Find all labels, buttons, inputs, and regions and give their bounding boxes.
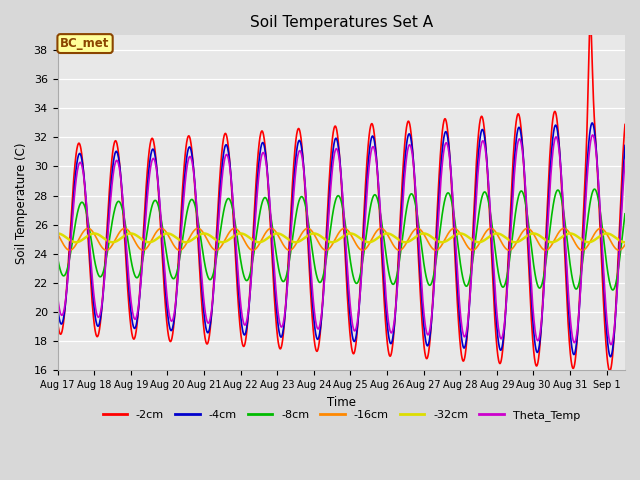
-2cm [621, 121, 629, 127]
Line: Theta_Temp: Theta_Temp [58, 135, 625, 345]
-16cm [54, 231, 61, 237]
-32cm [602, 231, 609, 237]
-4cm [426, 332, 434, 337]
X-axis label: Time: Time [327, 396, 356, 408]
Theta_Temp [589, 132, 596, 138]
Theta_Temp [54, 293, 61, 299]
-4cm [602, 312, 609, 317]
-16cm [409, 229, 417, 235]
Text: BC_met: BC_met [60, 37, 109, 50]
-16cm [615, 247, 623, 253]
Line: -4cm: -4cm [58, 123, 625, 357]
Theta_Temp [345, 281, 353, 287]
Theta_Temp [602, 297, 609, 303]
-2cm [587, 19, 595, 24]
Theta_Temp [426, 325, 434, 331]
Theta_Temp [607, 342, 615, 348]
-16cm [534, 239, 541, 244]
-8cm [591, 186, 598, 192]
-8cm [54, 254, 61, 260]
-8cm [621, 211, 629, 216]
Line: -2cm: -2cm [58, 22, 625, 371]
-32cm [534, 232, 541, 238]
-16cm [426, 242, 434, 248]
-8cm [409, 192, 417, 198]
-2cm [54, 318, 61, 324]
-32cm [426, 233, 434, 239]
Title: Soil Temperatures Set A: Soil Temperatures Set A [250, 15, 433, 30]
Line: -16cm: -16cm [58, 228, 625, 250]
-32cm [54, 230, 61, 236]
-32cm [345, 231, 353, 237]
-16cm [345, 228, 353, 234]
-4cm [87, 266, 95, 272]
-2cm [602, 333, 609, 339]
-4cm [607, 354, 614, 360]
-16cm [596, 226, 604, 231]
-16cm [602, 229, 609, 235]
-2cm [426, 336, 434, 341]
-2cm [87, 281, 95, 287]
-4cm [534, 349, 541, 355]
Legend: -2cm, -4cm, -8cm, -16cm, -32cm, Theta_Temp: -2cm, -4cm, -8cm, -16cm, -32cm, Theta_Te… [98, 406, 584, 425]
-16cm [87, 227, 95, 232]
-8cm [534, 283, 541, 288]
-2cm [534, 360, 541, 366]
Theta_Temp [409, 156, 417, 162]
Theta_Temp [621, 157, 629, 163]
-32cm [621, 240, 629, 245]
-8cm [345, 245, 353, 251]
-8cm [426, 282, 434, 288]
-4cm [54, 303, 61, 309]
Theta_Temp [87, 257, 95, 263]
-2cm [409, 151, 417, 157]
-4cm [621, 143, 629, 148]
-4cm [345, 293, 353, 299]
-2cm [345, 312, 353, 317]
Y-axis label: Soil Temperature (C): Soil Temperature (C) [15, 142, 28, 264]
-32cm [409, 236, 417, 242]
-8cm [609, 287, 616, 293]
-4cm [588, 120, 596, 126]
-16cm [621, 242, 629, 248]
Line: -32cm: -32cm [58, 233, 625, 242]
-8cm [602, 252, 609, 257]
Line: -8cm: -8cm [58, 189, 625, 290]
-4cm [409, 152, 417, 157]
-8cm [87, 235, 95, 240]
Theta_Temp [534, 338, 541, 344]
-2cm [606, 368, 614, 374]
-32cm [87, 231, 95, 237]
